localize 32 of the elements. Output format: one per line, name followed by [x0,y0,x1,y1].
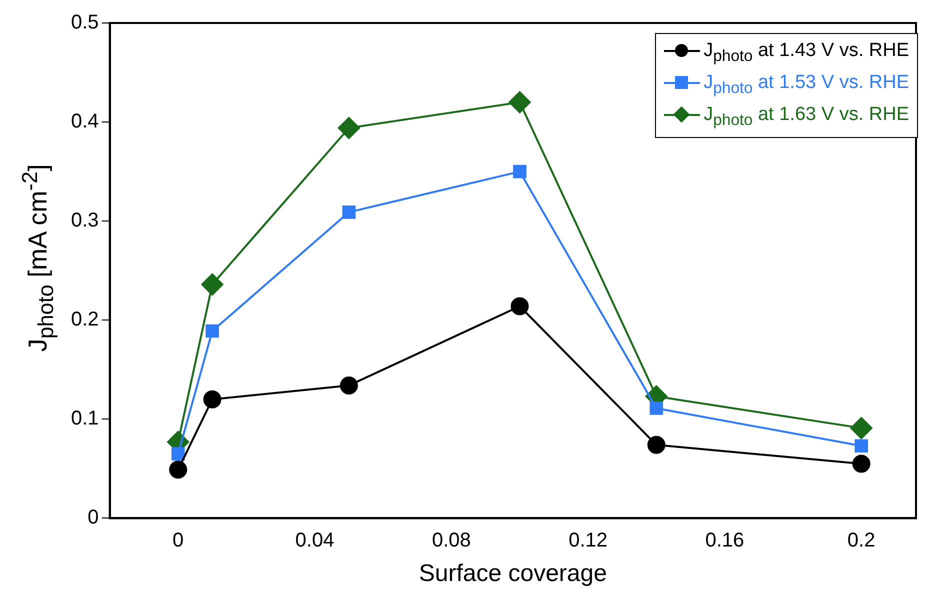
point [203,390,222,408]
x-tick-label: 0.08 [432,530,471,552]
point [342,206,356,219]
legend-label: J$_{photo}$ at 1.43 V vs. RHE [704,40,909,65]
x-tick-label: 0.04 [295,530,334,552]
point [508,91,531,114]
y-tick-label: 0.1 [70,408,99,430]
x-tick-label: 0.12 [568,530,608,552]
y-tick-label: 0.2 [70,308,99,331]
point [201,273,224,296]
point [650,402,664,415]
y-tick-label: 0 [88,506,99,529]
legend-label: J$_{photo}$ at 1.63 V vs. RHE [704,104,909,128]
y-tick-label: 0.3 [70,210,99,232]
point [852,454,870,473]
point [647,436,666,454]
point [171,447,185,460]
point [169,460,188,479]
y-tick-label: 0.5 [70,12,99,34]
y-tick-label: 0.4 [70,110,99,133]
point [340,376,358,394]
point [513,164,526,178]
point [338,116,360,139]
point [850,417,872,440]
x-tick-label: 0 [172,530,184,552]
point [510,297,529,316]
point [854,439,868,453]
legend-label: J$_{photo}$ at 1.53 V vs. RHE [704,72,909,97]
point [206,324,219,338]
x-axis-title: Surface coverage [418,560,607,588]
x-tick-label: 0.2 [847,530,876,552]
x-tick-label: 0.16 [705,530,744,552]
